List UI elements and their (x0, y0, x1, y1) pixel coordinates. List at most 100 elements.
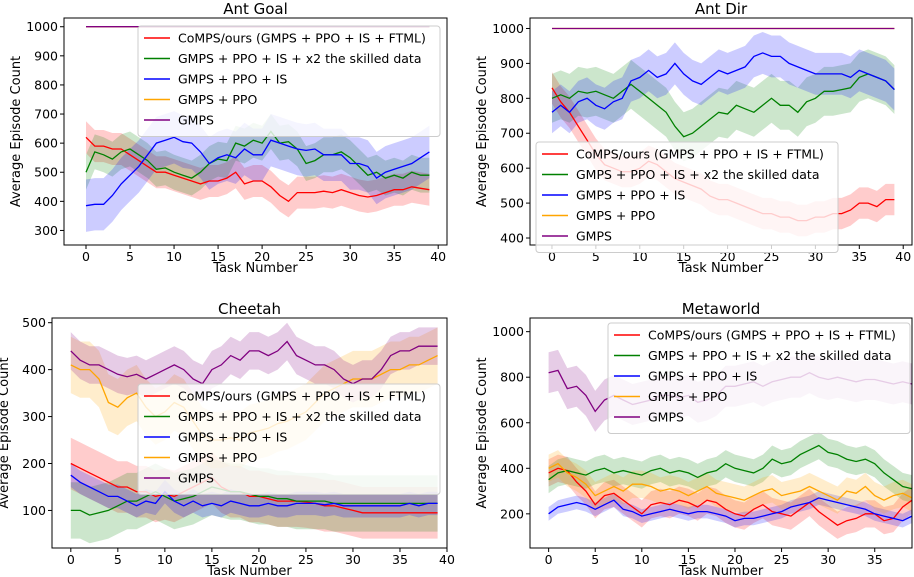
legend-entry: CoMPS/ours (GMPS + PPO + IS + FTML) (178, 389, 426, 404)
x-tick-label: 40 (895, 249, 911, 264)
x-tick-label: 25 (774, 552, 790, 567)
series-band-comps-ours-gmps-ppo-is-ftml (548, 454, 912, 539)
y-tick-label: 900 (34, 48, 58, 63)
panel-ant-goal: Ant Goal 0 5 10 15 20 25 30 35 40 300 400 500 600 700 8… (9, 0, 448, 276)
legend-entry: GMPS + PPO + IS (648, 369, 757, 384)
x-axis-label: Task Number (678, 261, 764, 276)
legend-box (137, 383, 441, 495)
plot-area (85, 26, 430, 232)
y-tick-label: 400 (22, 362, 46, 377)
legend-entry: GMPS + PPO + IS + x2 the skilled data (178, 51, 421, 66)
legend-entry: CoMPS/ours (GMPS + PPO + IS + FTML) (648, 328, 896, 343)
panel-cheetah: Cheetah 0 5 10 15 20 25 30 35 40 100 200 300 400 500 Ta… (0, 300, 455, 577)
x-tick-label: 10 (634, 552, 650, 567)
x-tick-label: 5 (591, 552, 599, 567)
y-tick-label: 600 (500, 415, 524, 430)
plot-frame (63, 17, 448, 246)
x-tick-label: 5 (126, 249, 134, 264)
y-tick-label: 1000 (492, 324, 524, 339)
y-tick-label: 200 (22, 456, 46, 471)
legend-entry: GMPS + PPO + IS (178, 72, 287, 87)
series-line-gmps-ppo-is (85, 136, 430, 207)
y-axis-label: Average Episode Count (475, 357, 490, 508)
y-tick-label: 400 (500, 231, 524, 246)
x-tick-label: 30 (342, 249, 358, 264)
legend-entry: GMPS + PPO (178, 450, 257, 465)
x-tick-label: 40 (439, 552, 455, 567)
series-line-gmps-ppo-is-x2-the-skilled-data (85, 130, 430, 179)
legend-entry: GMPS + PPO (178, 92, 257, 107)
legend: CoMPS/ours (GMPS + PPO + IS + FTML) GMPS … (607, 322, 911, 434)
x-tick-label: 35 (851, 249, 867, 264)
series-line-gmps-ppo-is (551, 52, 895, 114)
series-line-gmps-ppo-is-x2-the-skilled-data (551, 73, 895, 138)
y-axis-label: Average Episode Count (0, 357, 12, 508)
series-line-gmps-ppo-is-x2-the-skilled-data (70, 486, 438, 516)
y-tick-label: 600 (500, 161, 524, 176)
legend-entry: GMPS + PPO (576, 208, 655, 223)
legend-entry: GMPS (178, 113, 214, 128)
x-tick-label: 25 (298, 249, 314, 264)
series-band-gmps-ppo-is (86, 111, 430, 232)
legend-box (607, 322, 911, 434)
series-band-gmps-ppo-is (548, 491, 912, 528)
y-tick-label: 600 (34, 136, 58, 151)
chart-title: Ant Goal (223, 0, 288, 18)
legend-entry: CoMPS/ours (GMPS + PPO + IS + FTML) (576, 147, 824, 162)
x-tick-label: 0 (545, 552, 553, 567)
x-axis-label: Task Number (206, 564, 292, 577)
x-tick-label: 35 (386, 249, 402, 264)
y-tick-label: 500 (34, 165, 58, 180)
legend-box (535, 141, 839, 253)
y-tick-label: 200 (500, 506, 524, 521)
y-tick-label: 300 (34, 223, 58, 238)
y-tick-label: 900 (500, 56, 524, 71)
x-tick-label: 15 (680, 552, 696, 567)
x-tick-label: 10 (166, 249, 182, 264)
legend-entry: GMPS (576, 229, 612, 244)
y-tick-label: 1000 (26, 19, 58, 34)
x-tick-label: 30 (345, 552, 361, 567)
x-tick-label: 0 (82, 249, 90, 264)
x-tick-label: 15 (210, 249, 226, 264)
x-tick-label: 40 (430, 249, 446, 264)
legend-entry: GMPS (648, 410, 684, 425)
series-line-comps-ours-gmps-ppo-is-ftml (548, 467, 912, 526)
series-line-comps-ours-gmps-ppo-is-ftml (85, 136, 430, 203)
legend: CoMPS/ours (GMPS + PPO + IS + FTML) GMPS … (137, 383, 441, 495)
y-tick-label: 800 (34, 77, 58, 92)
y-tick-label: 700 (500, 126, 524, 141)
x-tick-label: 0 (548, 249, 556, 264)
legend: CoMPS/ours (GMPS + PPO + IS + FTML) GMPS … (535, 141, 839, 253)
y-tick-label: 300 (22, 409, 46, 424)
series-band-gmps-ppo-is (552, 32, 895, 134)
x-tick-label: 0 (67, 552, 75, 567)
series-band-gmps-ppo-is-x2-the-skilled-data (552, 49, 895, 162)
y-tick-label: 800 (500, 370, 524, 385)
y-tick-label: 500 (500, 196, 524, 211)
x-axis-label: Task Number (678, 564, 764, 577)
x-tick-label: 5 (592, 249, 600, 264)
x-tick-label: 20 (727, 552, 743, 567)
x-tick-label: 20 (254, 249, 270, 264)
legend: CoMPS/ours (GMPS + PPO + IS + FTML) GMPS … (137, 25, 441, 137)
x-tick-label: 5 (114, 552, 122, 567)
x-tick-label: 20 (251, 552, 267, 567)
series-band-comps-ours-gmps-ppo-is-ftml (86, 121, 430, 218)
legend-entry: GMPS + PPO + IS + x2 the skilled data (178, 409, 421, 424)
series-line-gmps (70, 340, 438, 385)
y-tick-label: 400 (34, 194, 58, 209)
series-line-gmps-ppo-is-x2-the-skilled-data (548, 444, 912, 490)
plot-frame (51, 317, 448, 549)
legend-box (137, 25, 441, 137)
series-line-gmps-ppo-is (548, 497, 912, 522)
x-tick-label: 10 (157, 552, 173, 567)
legend-entry: GMPS + PPO + IS (178, 430, 287, 445)
y-tick-label: 700 (34, 107, 58, 122)
y-tick-label: 500 (22, 315, 46, 330)
series-line-gmps-ppo-is (70, 474, 438, 507)
x-tick-label: 25 (298, 552, 314, 567)
x-tick-label: 35 (867, 552, 883, 567)
